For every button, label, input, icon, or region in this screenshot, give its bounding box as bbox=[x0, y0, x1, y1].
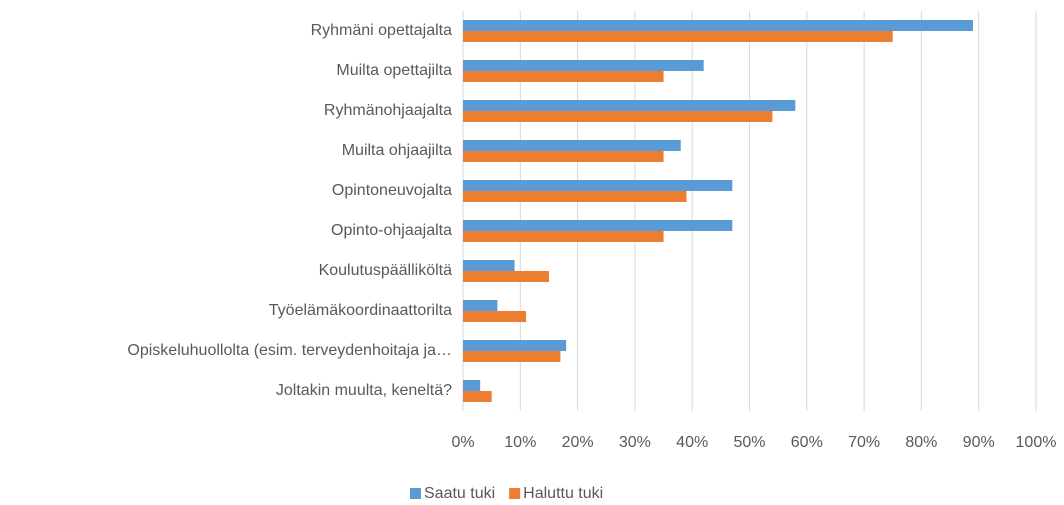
category-label: Työelämäkoordinaattorilta bbox=[269, 302, 452, 319]
bar bbox=[463, 391, 492, 402]
legend-swatch bbox=[410, 488, 421, 499]
x-tick-label: 0% bbox=[451, 434, 474, 451]
category-label: Joltakin muulta, keneltä? bbox=[276, 382, 452, 399]
x-tick-label: 20% bbox=[562, 434, 594, 451]
bar bbox=[463, 220, 733, 231]
category-label: Opinto-ohjaajalta bbox=[331, 222, 452, 239]
x-tick-label: 80% bbox=[905, 434, 937, 451]
bar bbox=[463, 340, 567, 351]
bar bbox=[463, 311, 527, 322]
bar bbox=[463, 351, 561, 362]
x-tick-label: 60% bbox=[791, 434, 823, 451]
category-label: Ryhmänohjaajalta bbox=[324, 102, 452, 119]
bar bbox=[463, 60, 704, 71]
bar bbox=[463, 20, 973, 31]
category-label: Opiskeluhuollolta (esim. terveydenhoitaj… bbox=[127, 342, 452, 359]
x-tick-label: 90% bbox=[963, 434, 995, 451]
bar bbox=[463, 180, 733, 191]
category-label: Koulutuspäälliköltä bbox=[319, 262, 453, 279]
bar bbox=[463, 271, 549, 282]
bar bbox=[463, 191, 687, 202]
bar bbox=[463, 231, 664, 242]
bar bbox=[463, 71, 664, 82]
bar bbox=[463, 151, 664, 162]
legend-label: Haluttu tuki bbox=[523, 485, 603, 502]
x-tick-label: 100% bbox=[1016, 434, 1057, 451]
category-label: Ryhmäni opettajalta bbox=[311, 22, 453, 39]
bar bbox=[463, 100, 796, 111]
bar bbox=[463, 111, 773, 122]
category-label: Opintoneuvojalta bbox=[332, 182, 452, 199]
bar bbox=[463, 380, 481, 391]
bar bbox=[463, 140, 681, 151]
category-label: Muilta ohjaajilta bbox=[342, 142, 452, 159]
bar bbox=[463, 300, 498, 311]
bar bbox=[463, 31, 893, 42]
x-tick-label: 70% bbox=[848, 434, 880, 451]
category-label: Muilta opettajilta bbox=[336, 62, 452, 79]
bar bbox=[463, 260, 515, 271]
x-tick-label: 10% bbox=[504, 434, 536, 451]
x-tick-label: 40% bbox=[676, 434, 708, 451]
legend-swatch bbox=[509, 488, 521, 499]
x-tick-label: 50% bbox=[733, 434, 765, 451]
x-tick-label: 30% bbox=[619, 434, 651, 451]
legend-label: Saatu tuki bbox=[424, 485, 495, 502]
